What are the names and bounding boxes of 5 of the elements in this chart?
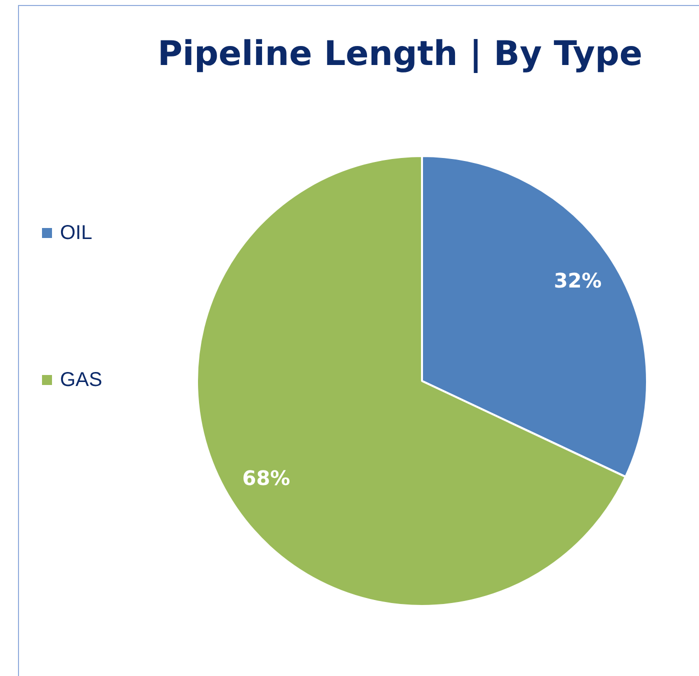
legend-label: OIL: [60, 222, 92, 244]
chart-title: Pipeline Length | By Type: [156, 34, 644, 74]
legend-label: GAS: [60, 368, 102, 392]
data-label: 32%: [554, 268, 602, 292]
data-label: 68%: [242, 466, 290, 490]
